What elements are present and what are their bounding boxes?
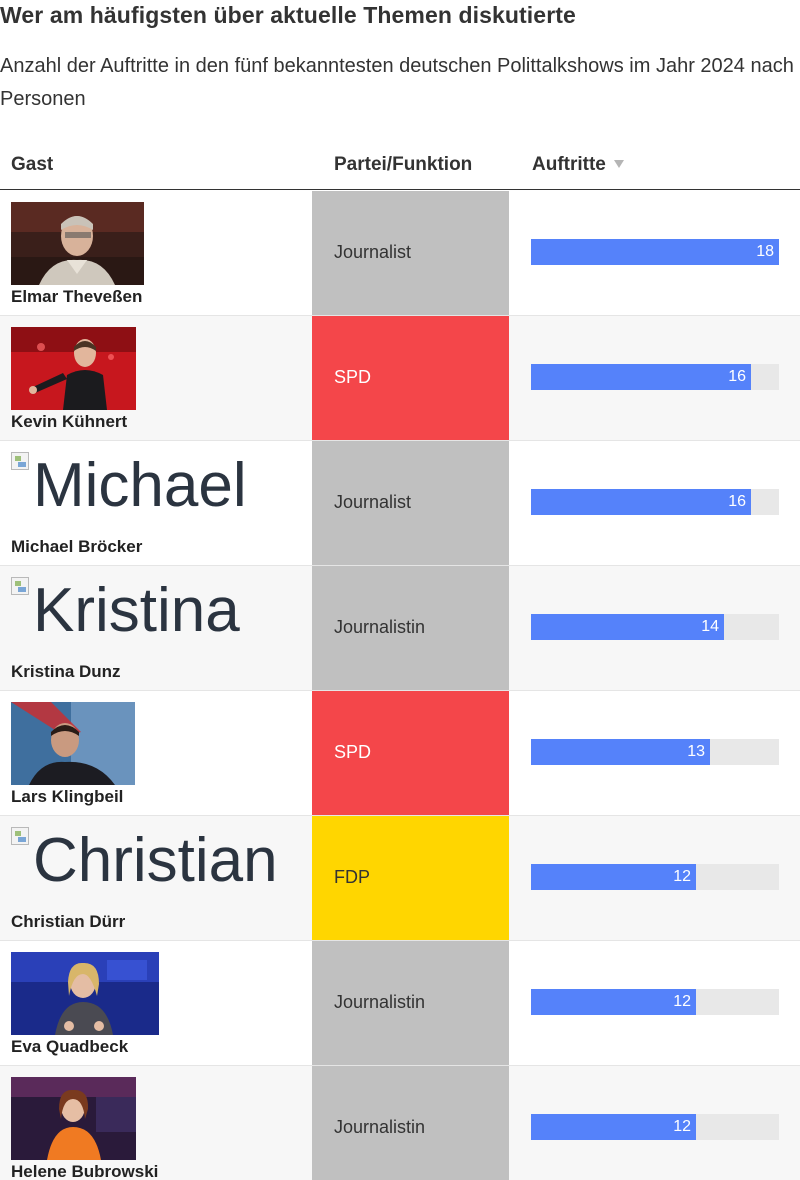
column-header-guest[interactable]: Gast: [11, 154, 54, 175]
guest-name: Christian Dürr: [11, 912, 126, 931]
guest-name: Eva Quadbeck: [11, 1037, 129, 1056]
sort-descending-icon[interactable]: [613, 159, 624, 168]
guest-name: Kevin Kühnert: [11, 412, 128, 431]
guest-name: Helene Bubrowski: [11, 1162, 159, 1180]
party-label: Journalist: [334, 492, 412, 512]
bar-value: 12: [673, 1118, 691, 1135]
party-cell: SPD: [312, 691, 509, 815]
bar-fill: 13: [531, 739, 710, 765]
party-cell: Journalist: [312, 191, 509, 315]
bar-fill: 16: [531, 364, 751, 390]
party-cell: FDP: [312, 816, 509, 940]
party-label: Journalist: [334, 242, 412, 262]
bar-track: 16: [531, 364, 779, 390]
table-row: Lars Klingbeil SPD 13: [0, 691, 800, 816]
column-header-count-label: Auftritte: [532, 154, 606, 175]
guest-name: Kristina Dunz: [11, 662, 121, 681]
bar-track: 16: [531, 489, 779, 515]
party-cell: Journalistin: [312, 1066, 509, 1180]
party-label: FDP: [334, 867, 370, 887]
image-alt-text: Kristina: [33, 576, 240, 645]
bar-value: 18: [756, 243, 774, 260]
party-label: Journalistin: [334, 992, 426, 1012]
bar-track: 14: [531, 614, 779, 640]
guest-name: Michael Bröcker: [11, 537, 143, 556]
image-alt-text: Christian: [33, 826, 278, 895]
broken-image-icon: [11, 452, 29, 470]
bar-fill: 12: [531, 989, 696, 1015]
bar-value: 14: [701, 618, 719, 635]
party-cell: Journalistin: [312, 941, 509, 1065]
table-row: Kevin Kühnert SPD 16: [0, 316, 800, 441]
table-row: Helene Bubrowski Journalistin 12: [0, 1066, 800, 1180]
broken-image-icon: [11, 827, 29, 845]
table-row: Christian Christian Dürr FDP 12: [0, 816, 800, 941]
party-label: Journalistin: [334, 617, 426, 637]
bar-track: 12: [531, 864, 779, 890]
bar-track: 12: [531, 989, 779, 1015]
bar-fill: 14: [531, 614, 724, 640]
party-label: SPD: [334, 367, 372, 387]
table-row: Michael Michael Bröcker Journalist 16: [0, 441, 800, 566]
bar-value: 12: [673, 868, 691, 885]
bar-track: 12: [531, 1114, 779, 1140]
bar-value: 16: [728, 493, 746, 510]
bar-value: 12: [673, 993, 691, 1010]
party-cell: SPD: [312, 316, 509, 440]
table-body: Elmar Theveßen Journalist 18 Kevin Kühnert…: [0, 191, 800, 1180]
guest-photo: [11, 952, 159, 1035]
party-cell: Journalist: [312, 441, 509, 565]
guest-photo: [11, 1077, 136, 1160]
broken-image-icon: [11, 577, 29, 595]
bar-track: 18: [531, 239, 779, 265]
page-title: Wer am häufigsten über aktuelle Themen d…: [0, 2, 576, 28]
table-row: Eva Quadbeck Journalistin 12: [0, 941, 800, 1066]
guest-photo: [11, 202, 144, 285]
page-subtitle: Anzahl der Auftritte in den fünf bekannt…: [0, 55, 794, 110]
bar-value: 13: [687, 743, 705, 760]
column-header-party[interactable]: Partei/Funktion: [334, 154, 473, 175]
bar-fill: 16: [531, 489, 751, 515]
image-alt-text: Michael: [33, 451, 247, 520]
party-label: Journalistin: [334, 1117, 426, 1137]
guest-name: Elmar Theveßen: [11, 287, 143, 306]
bar-track: 13: [531, 739, 779, 765]
bar-value: 16: [728, 368, 746, 385]
bar-fill: 18: [531, 239, 779, 265]
bar-fill: 12: [531, 864, 696, 890]
table-row: Kristina Kristina Dunz Journalistin 14: [0, 566, 800, 691]
guest-name: Lars Klingbeil: [11, 787, 124, 806]
guest-photo: [11, 702, 135, 785]
party-label: SPD: [334, 742, 372, 762]
guest-photo: [11, 327, 136, 410]
table-header: Gast Partei/Funktion Auftritte: [0, 142, 800, 190]
column-header-count[interactable]: Auftritte: [532, 154, 624, 176]
table-row: Elmar Theveßen Journalist 18: [0, 191, 800, 316]
party-cell: Journalistin: [312, 566, 509, 690]
bar-fill: 12: [531, 1114, 696, 1140]
